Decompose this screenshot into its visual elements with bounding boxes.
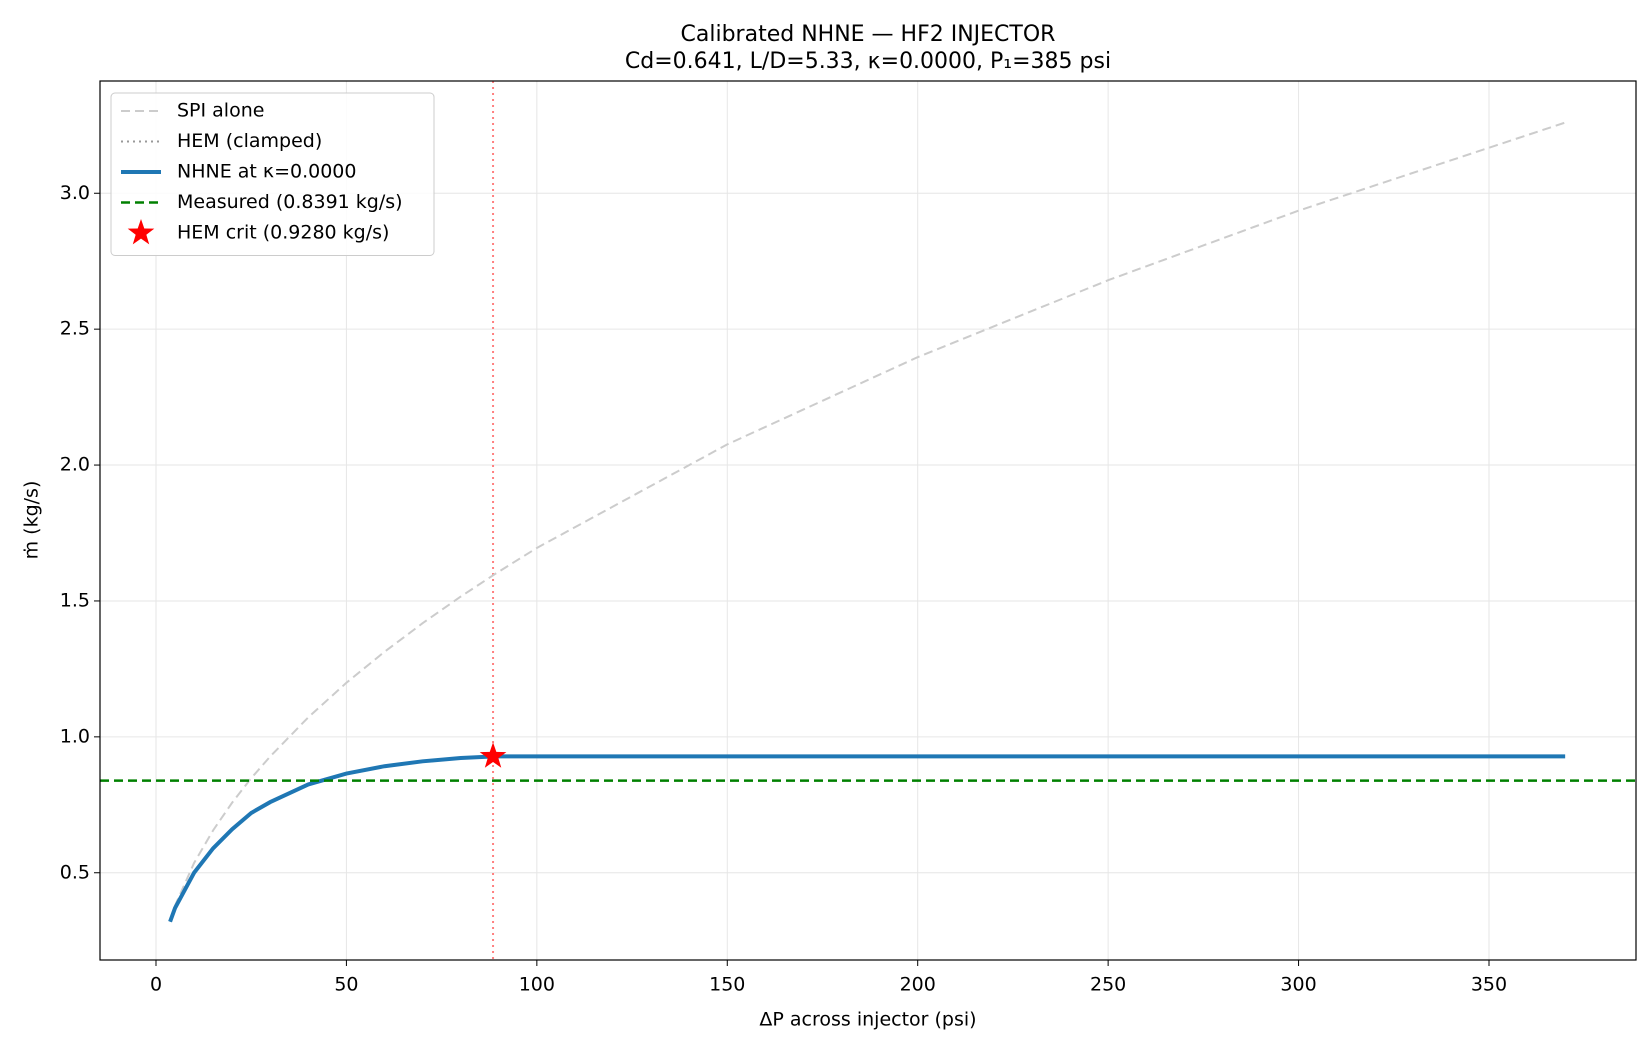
plot-area	[168, 81, 1566, 960]
chart-title: Calibrated NHNE — HF2 INJECTOR	[681, 22, 1056, 47]
y-axis-label: ṁ (kg/s)	[21, 481, 43, 560]
legend-label: Measured (0.8391 kg/s)	[177, 191, 403, 213]
y-tick-label: 3.0	[60, 182, 90, 204]
series-line	[168, 754, 1566, 923]
x-tick-label: 0	[150, 974, 162, 996]
marker-star	[479, 742, 507, 768]
y-tick-label: 2.5	[60, 318, 90, 340]
legend-box	[110, 92, 435, 256]
series-line	[169, 755, 1566, 923]
y-tick-label: 0.5	[60, 861, 90, 883]
y-tick-label: 1.0	[60, 725, 90, 747]
x-tick-label: 250	[1090, 974, 1126, 996]
legend-label: HEM (clamped)	[177, 130, 322, 152]
x-tick-label: 50	[334, 974, 358, 996]
y-tick-label: 1.5	[60, 589, 90, 611]
legend-label: SPI alone	[177, 100, 264, 122]
x-tick-label: 100	[519, 974, 555, 996]
chart-subtitle: Cd=0.641, L/D=5.33, κ=0.0000, P₁=385 psi	[625, 49, 1111, 74]
legend-label: NHNE at κ=0.0000	[177, 161, 357, 183]
x-axis-label: ΔP across injector (psi)	[759, 1009, 976, 1031]
legend-swatch	[127, 219, 155, 245]
series-line	[169, 121, 1566, 921]
plot-frame	[99, 80, 1637, 961]
legend-label: HEM crit (0.9280 kg/s)	[177, 222, 389, 244]
x-tick-label: 150	[709, 974, 745, 996]
x-tick-label: 300	[1280, 974, 1316, 996]
x-tick-label: 350	[1471, 974, 1507, 996]
y-tick-label: 2.0	[60, 454, 90, 476]
x-tick-label: 200	[900, 974, 936, 996]
